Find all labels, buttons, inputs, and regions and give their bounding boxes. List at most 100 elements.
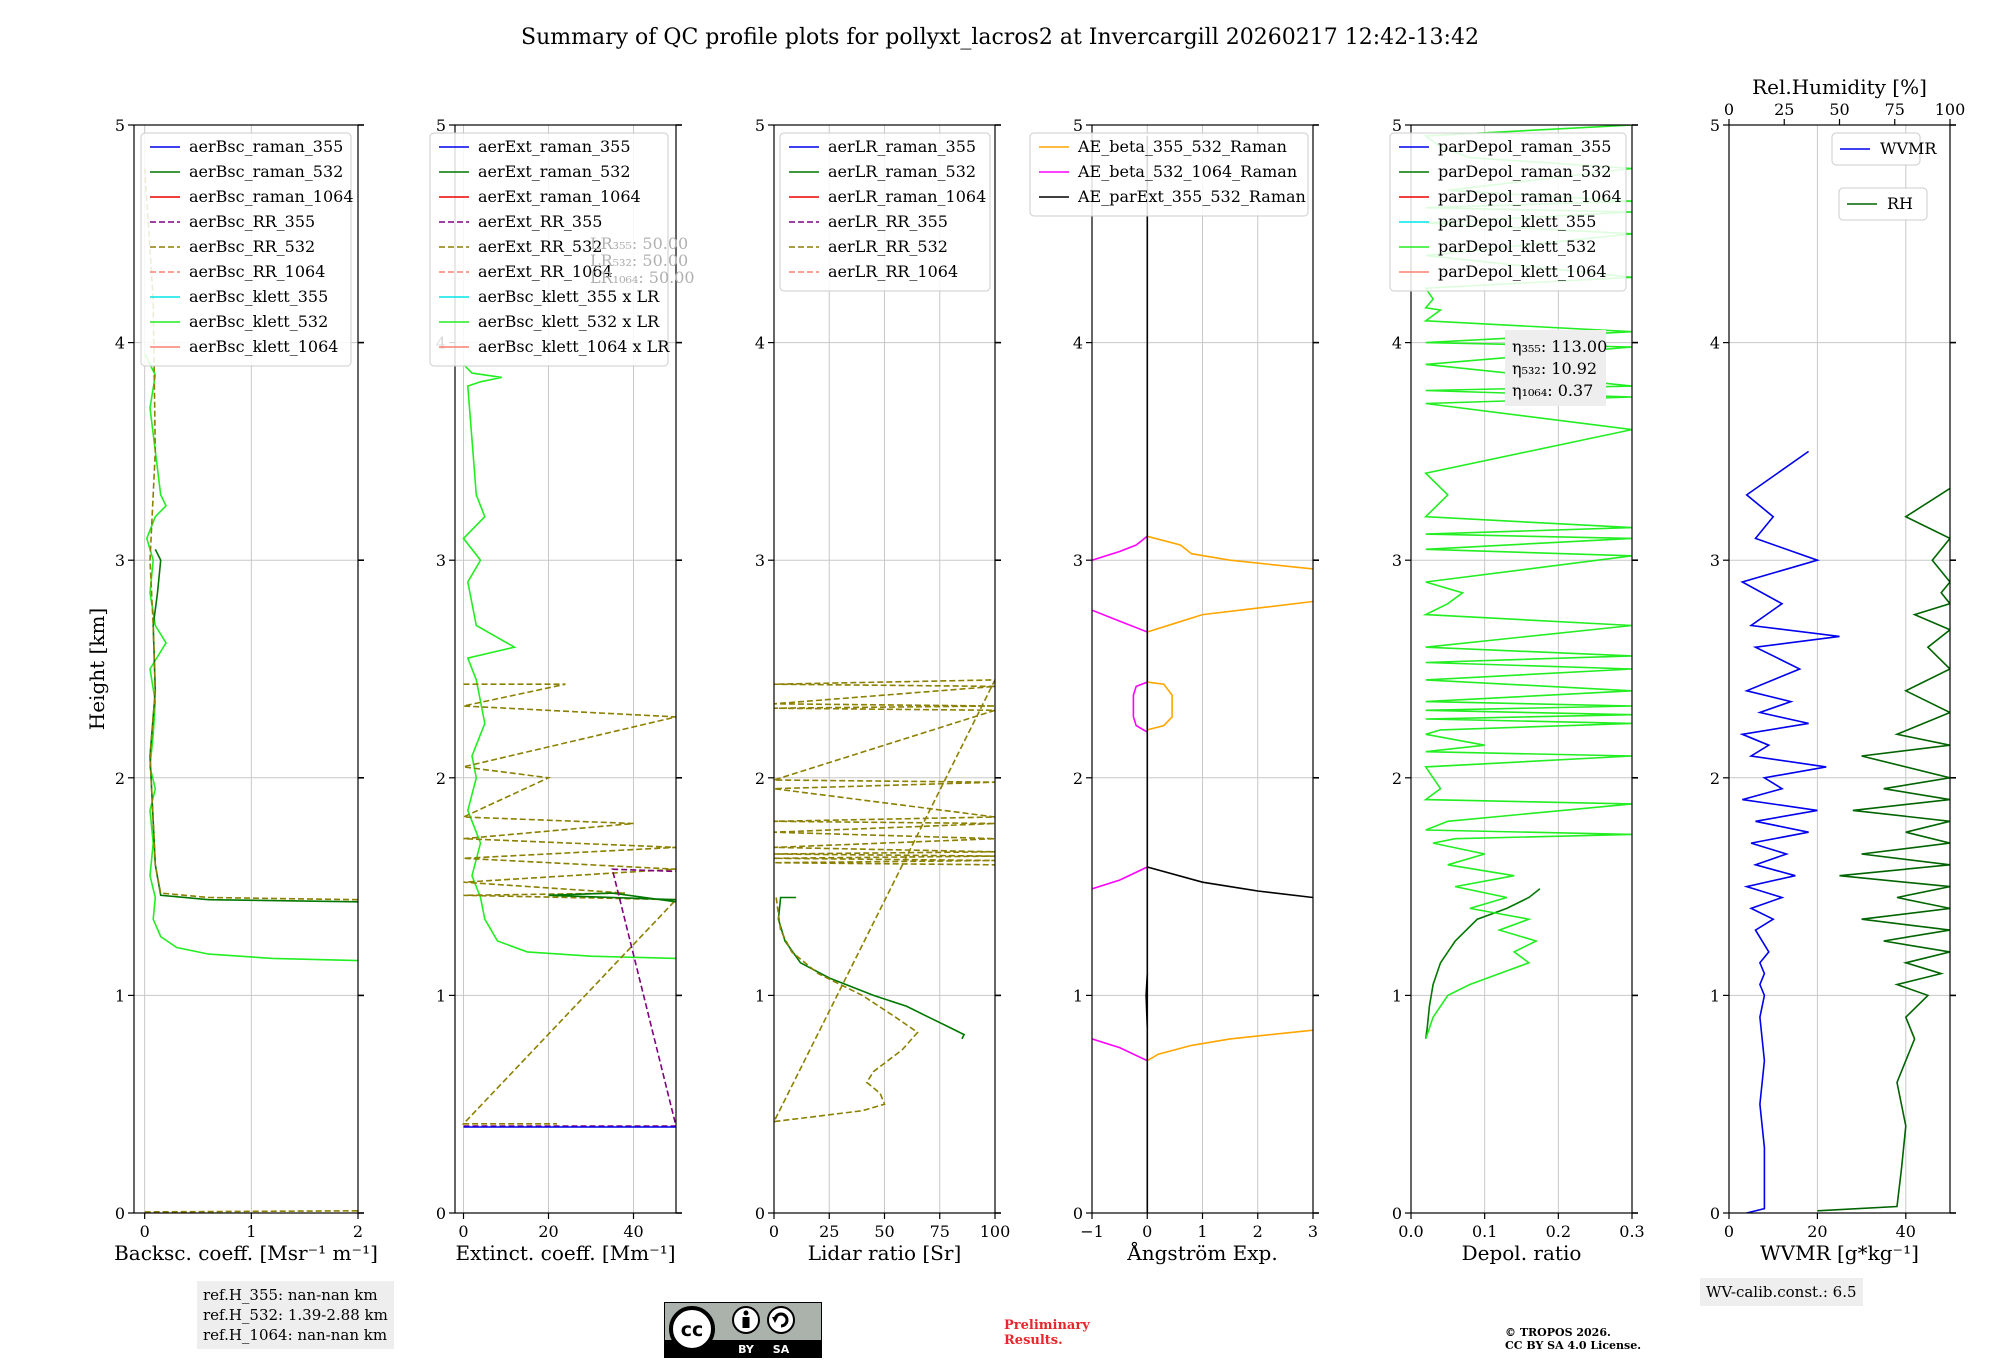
y-tick-label: 2 — [1392, 769, 1402, 788]
legend-p2: aerExt_raman_355 aerExt_raman_532 aerExt_r… — [429, 132, 670, 367]
lidar-ratio-label: LR₅₃₂: 50.00 — [590, 251, 688, 270]
legend-label: aerBsc_klett_532 x LR — [478, 312, 660, 331]
copyright-note: © TROPOS 2026. CC BY SA 4.0 License. — [1505, 1326, 1641, 1352]
legend-box — [1838, 187, 1928, 221]
cc-symbol: cc — [681, 1319, 704, 1341]
lidar-ratio-label: LR₁₀₆₄: 50.00 — [590, 268, 695, 287]
legend-label: parDepol_raman_1064 — [1438, 187, 1622, 206]
x-tick-label: 0.3 — [1619, 1222, 1644, 1241]
y-tick-label: 1 — [436, 986, 446, 1005]
legend-label: aerLR_raman_532 — [828, 162, 976, 181]
x-axis-label: WVMR [g*kg⁻¹] — [1760, 1241, 1919, 1265]
y-tick-label: 5 — [1710, 116, 1720, 135]
y-tick-label: 3 — [1392, 551, 1402, 570]
series-line-parDepol_raman_532 — [1424, 888, 1541, 1040]
y-tick-label: 4 — [1710, 334, 1720, 353]
y-tick-label: 0 — [115, 1204, 125, 1223]
y-tick-label: 5 — [115, 116, 125, 135]
series-line-AE_beta_532_1064_Raman_d — [1092, 535, 1148, 561]
y-axis-label: Height [km] — [85, 608, 109, 730]
series-line-AE_parExt_355_532_Raman — [1147, 866, 1313, 899]
legend-label: aerLR_RR_532 — [828, 237, 948, 256]
y-tick-label: 4 — [1392, 334, 1402, 353]
preliminary-line-1: Preliminary — [1004, 1318, 1090, 1333]
legend-label: aerExt_raman_532 — [478, 162, 631, 181]
x-tick-label: 0 — [769, 1222, 779, 1241]
x-tick-label: 0 — [140, 1222, 150, 1241]
series-line-AE_beta_355_532_Raman — [1146, 1029, 1313, 1062]
share-alike-icon — [767, 1306, 795, 1334]
x-axis-label: Depol. ratio — [1462, 1241, 1582, 1265]
legend-label: aerExt_RR_1064 — [478, 262, 613, 281]
y-tick-label: 5 — [436, 116, 446, 135]
legend-box — [140, 132, 352, 367]
legend-label: aerExt_raman_355 — [478, 137, 631, 156]
series-line-AE_beta_532_1064_Raman_c — [1092, 609, 1148, 633]
legend-label: aerLR_raman_1064 — [828, 187, 986, 206]
plot-area — [1422, 125, 1632, 1040]
x-tick-label: 0.2 — [1546, 1222, 1571, 1241]
cc-icon — [669, 1306, 715, 1352]
legend-label: aerBsc_raman_532 — [189, 162, 343, 181]
eta-label: η₅₃₂: 10.92 — [1512, 359, 1597, 378]
legend-label: parDepol_raman_355 — [1438, 137, 1611, 156]
legend-p1: aerBsc_raman_355 aerBsc_raman_532 aerBsc_r… — [140, 132, 354, 367]
legend-rh: RH — [1838, 187, 1928, 221]
series-line-aerExt_RR_532 — [461, 683, 676, 1125]
y-tick-label: 3 — [1073, 551, 1083, 570]
y-tick-label: 0 — [1710, 1204, 1720, 1223]
y-tick-label: 0 — [436, 1204, 446, 1223]
series-line-aerBsc_RR_532 — [143, 168, 358, 901]
panel-p5: 0 1 2 3 4 5 0.0 0.1 0.2 0.3 Depol. ratio parDepol_r… — [1389, 116, 1645, 1265]
legend-label: aerExt_RR_355 — [478, 212, 602, 231]
axes-frame — [1728, 124, 1951, 1214]
reference-height-box: ref.H_355: nan-nan km ref.H_532: 1.39-2.… — [197, 1281, 394, 1349]
x-axis-label: Lidar ratio [Sr] — [808, 1241, 962, 1265]
y-tick-label: 5 — [755, 116, 765, 135]
legend-box — [1389, 132, 1627, 292]
preliminary-results-note: Preliminary Results. — [1004, 1318, 1090, 1348]
legend-p5: parDepol_raman_355 parDepol_raman_532 parD… — [1389, 132, 1627, 292]
preliminary-line-2: Results. — [1004, 1333, 1063, 1348]
y-tick-label: 1 — [1073, 986, 1083, 1005]
legend-label: parDepol_klett_532 — [1438, 237, 1596, 256]
y-tick-label: 2 — [755, 769, 765, 788]
series-line-AE_beta_355_532_Raman_d — [1147, 681, 1173, 731]
y-tick-label: 2 — [115, 769, 125, 788]
legend-label: aerBsc_klett_1064 x LR — [478, 337, 670, 356]
series-line-AE_beta_355_532_Raman_c — [1147, 535, 1313, 570]
legend-label: AE_parExt_355_532_Raman — [1077, 187, 1306, 206]
x-tick-label: 25 — [819, 1222, 839, 1241]
plot-area — [461, 363, 676, 1128]
y-tick-label: 3 — [115, 551, 125, 570]
plot-area — [1739, 450, 1950, 1213]
x-axis-label: Backsc. coeff. [Msr⁻¹ m⁻¹] — [114, 1241, 378, 1265]
plot-area — [774, 679, 995, 1123]
legend-box — [429, 132, 669, 367]
series-line-aerExt_raman_532 — [548, 892, 676, 903]
legend-p3: aerLR_raman_355 aerLR_raman_532 aerLR_rama… — [779, 132, 991, 292]
y-tick-label: 0 — [1392, 1204, 1402, 1223]
plot-area — [143, 168, 358, 1213]
legend-label: parDepol_raman_532 — [1438, 162, 1611, 181]
series-line-AE_parExt_355_532_Raman_w — [1145, 973, 1149, 1029]
legend-label: aerExt_RR_532 — [478, 237, 602, 256]
top-x-tick-label: 75 — [1885, 100, 1905, 119]
legend-label: aerExt_raman_1064 — [478, 187, 641, 206]
cc-license-badge: cc BY SA — [664, 1302, 822, 1358]
y-tick-label: 0 — [1073, 1204, 1083, 1223]
y-tick-label: 3 — [1710, 551, 1720, 570]
legend-label: RH — [1887, 194, 1913, 213]
wv-calibration-box: WV-calib.const.: 6.5 — [1700, 1278, 1863, 1306]
y-tick-label: 4 — [1073, 334, 1083, 353]
series-line-aerExt_RR_355 — [463, 868, 676, 1127]
eta-label: η₁₀₆₄: 0.37 — [1512, 381, 1593, 400]
eta-box — [1505, 330, 1606, 406]
y-tick-label: 4 — [115, 334, 125, 353]
x-tick-label: 0 — [1724, 1222, 1734, 1241]
y-tick-label: 2 — [436, 769, 446, 788]
x-tick-label: 0.0 — [1398, 1222, 1423, 1241]
x-tick-label: 40 — [623, 1222, 643, 1241]
series-line-aerBsc_raman_532 — [149, 548, 358, 903]
